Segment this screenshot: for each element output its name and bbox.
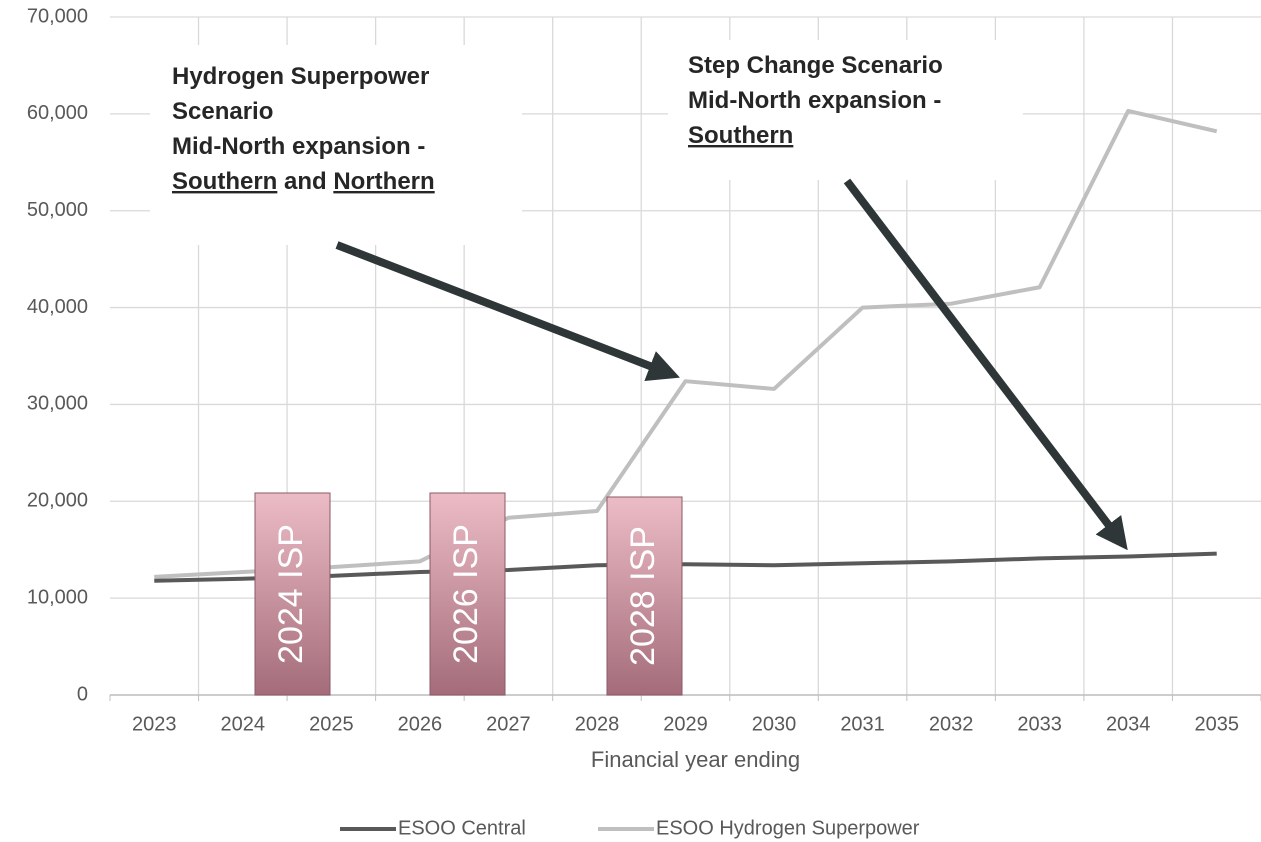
isp-box xyxy=(254,492,331,696)
annotation-bg xyxy=(668,40,1023,180)
annotation-text: Scenario xyxy=(172,98,273,125)
annotation: Scenario xyxy=(172,98,273,125)
series-line xyxy=(154,551,1217,583)
y-tick-label: 20,000 xyxy=(27,490,88,512)
x-tick-label: 2032 xyxy=(929,713,974,735)
y-tick-label: 10,000 xyxy=(27,586,88,608)
x-tick-label: 2028 xyxy=(575,713,620,735)
annotation-text: Northern xyxy=(333,168,434,195)
x-tick-label: 2030 xyxy=(752,713,797,735)
isp-label: 2028 ISP xyxy=(624,526,662,666)
x-tick-label: 2031 xyxy=(840,713,885,735)
y-tick-label: 40,000 xyxy=(27,296,88,318)
annotation: Hydrogen Superpower xyxy=(172,63,429,90)
x-tick-label: 2025 xyxy=(309,713,354,735)
annotation: Mid-North expansion - xyxy=(688,87,941,114)
annotation-bg xyxy=(150,45,522,245)
isp-box xyxy=(606,496,683,696)
annotation: Southern xyxy=(688,122,793,149)
overlay: 2024 ISP 2026 ISP 2028 ISP Hydrogen Superpo… xyxy=(150,40,1128,839)
y-tick-label: 70,000 xyxy=(27,5,88,27)
y-tick-label: 60,000 xyxy=(27,102,88,124)
annotation: Step Change Scenario xyxy=(688,52,943,79)
legend-label: ESOO Central xyxy=(398,817,526,839)
y-tick-label: 0 xyxy=(77,683,88,705)
isp-label: 2024 ISP xyxy=(272,524,310,664)
annotation-text: Mid-North expansion - xyxy=(688,87,941,114)
y-tick-label: 30,000 xyxy=(27,393,88,415)
series-line xyxy=(154,108,1218,579)
x-tick-label: 2027 xyxy=(486,713,531,735)
annotation: Southern and Northern xyxy=(172,168,435,195)
isp-label: 2026 ISP xyxy=(447,524,485,664)
y-tick-label: 50,000 xyxy=(27,199,88,221)
annotation-text: Southern xyxy=(688,122,793,149)
x-tick-label: 2034 xyxy=(1106,713,1151,735)
x-axis-title: Financial year ending xyxy=(591,747,800,772)
x-tick-label: 2026 xyxy=(398,713,443,735)
annotation-text: and xyxy=(277,168,333,195)
x-tick-label: 2033 xyxy=(1017,713,1062,735)
x-tick-label: 2035 xyxy=(1194,713,1239,735)
annotation: Mid-North expansion - xyxy=(172,133,425,160)
x-tick-label: 2024 xyxy=(221,713,266,735)
legend-label: ESOO Hydrogen Superpower xyxy=(656,817,920,839)
annotation-text: Hydrogen Superpower xyxy=(172,63,429,90)
x-tick-label: 2029 xyxy=(663,713,708,735)
annotation-text: Mid-North expansion - xyxy=(172,133,425,160)
lines xyxy=(154,108,1218,583)
arrow xyxy=(335,241,680,381)
arrow xyxy=(843,178,1128,551)
annotation-text: Step Change Scenario xyxy=(688,52,943,79)
annotation-text: Southern xyxy=(172,168,277,195)
x-tick-label: 2023 xyxy=(132,713,177,735)
isp-box xyxy=(429,492,506,696)
